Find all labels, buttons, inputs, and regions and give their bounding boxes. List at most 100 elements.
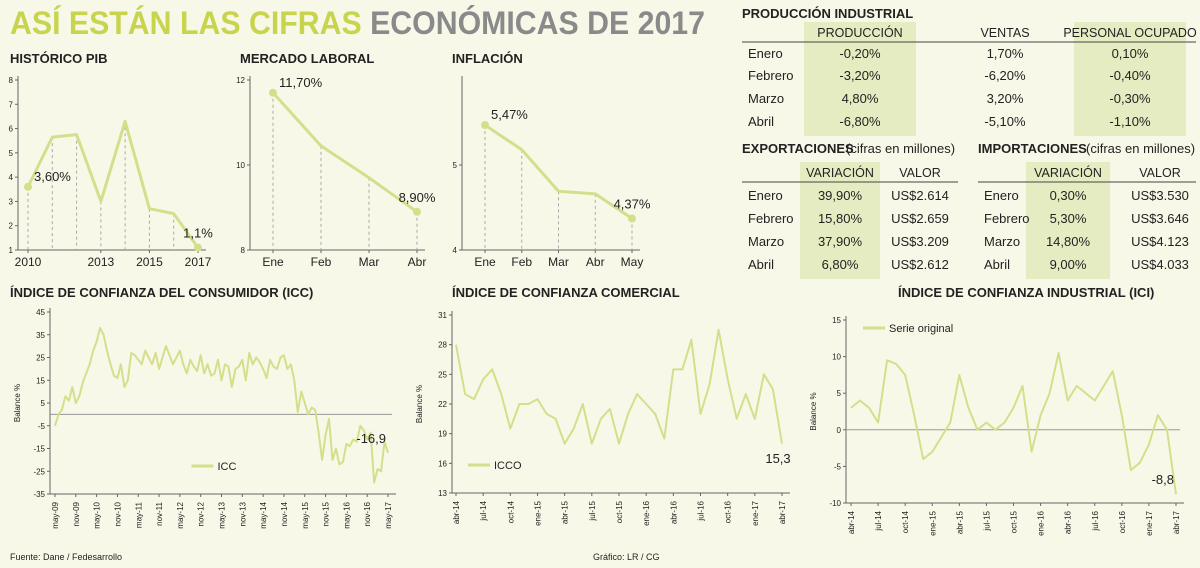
x-tick-label: May bbox=[621, 255, 644, 269]
row-label: Enero bbox=[748, 188, 783, 203]
table-cell: 39,90% bbox=[818, 188, 863, 203]
row-label: Marzo bbox=[984, 234, 1020, 249]
y-tick-label: 8 bbox=[9, 76, 14, 85]
table-cell: -1,10% bbox=[1109, 114, 1151, 129]
x-tick-label: oct-16 bbox=[724, 500, 733, 523]
x-tick-label: nov-13 bbox=[238, 501, 247, 526]
x-tick-label: oct-16 bbox=[1118, 510, 1127, 533]
column-highlight bbox=[804, 22, 916, 136]
data-label: 8,90% bbox=[399, 190, 436, 205]
table-cell: 9,00% bbox=[1050, 257, 1087, 272]
x-tick-label: jul-15 bbox=[588, 500, 597, 521]
legend-label: Serie original bbox=[889, 323, 953, 335]
x-tick-label: Abr bbox=[586, 255, 605, 269]
row-label: Febrero bbox=[748, 68, 794, 83]
source: Fuente: Dane / Fedesarrollo bbox=[10, 552, 122, 562]
table-cell: 15,80% bbox=[818, 211, 863, 226]
y-tick-label: 3 bbox=[9, 197, 14, 206]
x-tick-label: ene-15 bbox=[534, 500, 543, 525]
y-tick-label: -35 bbox=[33, 490, 45, 499]
row-label: Febrero bbox=[748, 211, 794, 226]
y-tick-label: 13 bbox=[438, 489, 447, 498]
x-tick-label: nov-14 bbox=[280, 501, 289, 526]
x-tick-label: abr-16 bbox=[1064, 510, 1073, 534]
data-label: -16,9 bbox=[356, 431, 386, 446]
table-cell: -0,30% bbox=[1109, 91, 1151, 106]
table-cell: US$3.209 bbox=[891, 234, 949, 249]
column-highlight bbox=[1074, 22, 1186, 136]
table-cell: -3,20% bbox=[839, 68, 881, 83]
table-title: EXPORTACIONES bbox=[742, 141, 854, 156]
table-cell: 14,80% bbox=[1046, 234, 1091, 249]
y-tick-label: 12 bbox=[236, 76, 245, 85]
table-subtitle: (cifras en millones) bbox=[1086, 141, 1195, 156]
y-tick-label: 25 bbox=[438, 370, 447, 379]
legend-label: ICCO bbox=[494, 460, 522, 472]
table-cell: 6,80% bbox=[822, 257, 859, 272]
x-tick-label: 2015 bbox=[136, 255, 163, 269]
table-cell: -5,10% bbox=[984, 114, 1026, 129]
x-tick-label: may-15 bbox=[301, 501, 310, 528]
x-tick-label: may-10 bbox=[93, 501, 102, 528]
data-label: 4,37% bbox=[614, 197, 651, 212]
y-tick-label: 5 bbox=[9, 149, 14, 158]
table-cell: -6,80% bbox=[839, 114, 881, 129]
x-tick-label: abr-14 bbox=[452, 500, 461, 524]
data-label: 1,1% bbox=[183, 226, 213, 241]
x-tick-label: 2010 bbox=[15, 255, 42, 269]
x-tick-label: Mar bbox=[548, 255, 569, 269]
x-tick-label: jul-16 bbox=[1091, 510, 1100, 531]
x-tick-label: nov-10 bbox=[113, 501, 122, 526]
row-label: Abril bbox=[748, 114, 774, 129]
y-axis-label: Balance % bbox=[809, 392, 818, 430]
x-tick-label: may-09 bbox=[51, 501, 60, 528]
table-cell: US$4.123 bbox=[1131, 234, 1189, 249]
series-line bbox=[850, 351, 1177, 495]
table-cell: 0,10% bbox=[1112, 46, 1149, 61]
row-label: Enero bbox=[984, 188, 1019, 203]
x-tick-label: abr-17 bbox=[778, 500, 787, 524]
title-part: ASÍ ESTÁN LAS CIFRAS bbox=[10, 5, 362, 41]
chart-title: INFLACIÓN bbox=[452, 51, 523, 66]
table-cell: 1,70% bbox=[987, 46, 1024, 61]
x-tick-label: oct-15 bbox=[615, 500, 624, 523]
chart-title: MERCADO LABORAL bbox=[240, 51, 374, 66]
x-tick-label: Feb bbox=[311, 255, 332, 269]
series-line bbox=[271, 91, 418, 214]
x-tick-label: ene-16 bbox=[1037, 510, 1046, 535]
table-cell: US$2.659 bbox=[891, 211, 949, 226]
x-tick-label: nov-16 bbox=[363, 501, 372, 526]
data-label: 5,47% bbox=[491, 107, 528, 122]
y-tick-label: 45 bbox=[36, 308, 45, 317]
x-tick-label: oct-14 bbox=[901, 510, 910, 533]
y-tick-label: 4 bbox=[9, 173, 14, 182]
x-tick-label: Ene bbox=[474, 255, 496, 269]
y-tick-label: 5 bbox=[453, 161, 458, 170]
y-tick-label: 6 bbox=[9, 125, 14, 134]
y-tick-label: -5 bbox=[38, 422, 46, 431]
chart-title: ÍNDICE DE CONFIANZA INDUSTRIAL (ICI) bbox=[898, 285, 1154, 300]
table-cell: 5,30% bbox=[1050, 211, 1087, 226]
chart-title: ÍNDICE DE CONFIANZA DEL CONSUMIDOR (ICC) bbox=[10, 285, 313, 300]
y-tick-label: 8 bbox=[241, 246, 246, 255]
main-title: ASÍ ESTÁN LAS CIFRAS ECONÓMICAS DE 2017 bbox=[10, 5, 705, 41]
table-cell: US$3.530 bbox=[1131, 188, 1189, 203]
x-tick-label: nov-15 bbox=[322, 501, 331, 526]
y-axis-label: Balance % bbox=[13, 384, 22, 422]
column-header: VALOR bbox=[899, 166, 940, 180]
point-marker bbox=[413, 207, 421, 216]
y-tick-label: -25 bbox=[33, 467, 45, 476]
column-header: PERSONAL OCUPADO bbox=[1063, 26, 1197, 40]
y-tick-label: 22 bbox=[438, 400, 447, 409]
x-tick-label: jul-14 bbox=[874, 510, 883, 531]
series-line bbox=[484, 123, 633, 220]
x-tick-label: oct-14 bbox=[506, 500, 515, 523]
x-tick-label: nov-11 bbox=[155, 501, 164, 525]
row-label: Abril bbox=[748, 257, 774, 272]
x-tick-label: nov-12 bbox=[197, 501, 206, 526]
y-tick-label: -10 bbox=[829, 499, 841, 508]
y-tick-label: 28 bbox=[438, 341, 447, 350]
x-tick-label: jul-16 bbox=[697, 500, 706, 521]
